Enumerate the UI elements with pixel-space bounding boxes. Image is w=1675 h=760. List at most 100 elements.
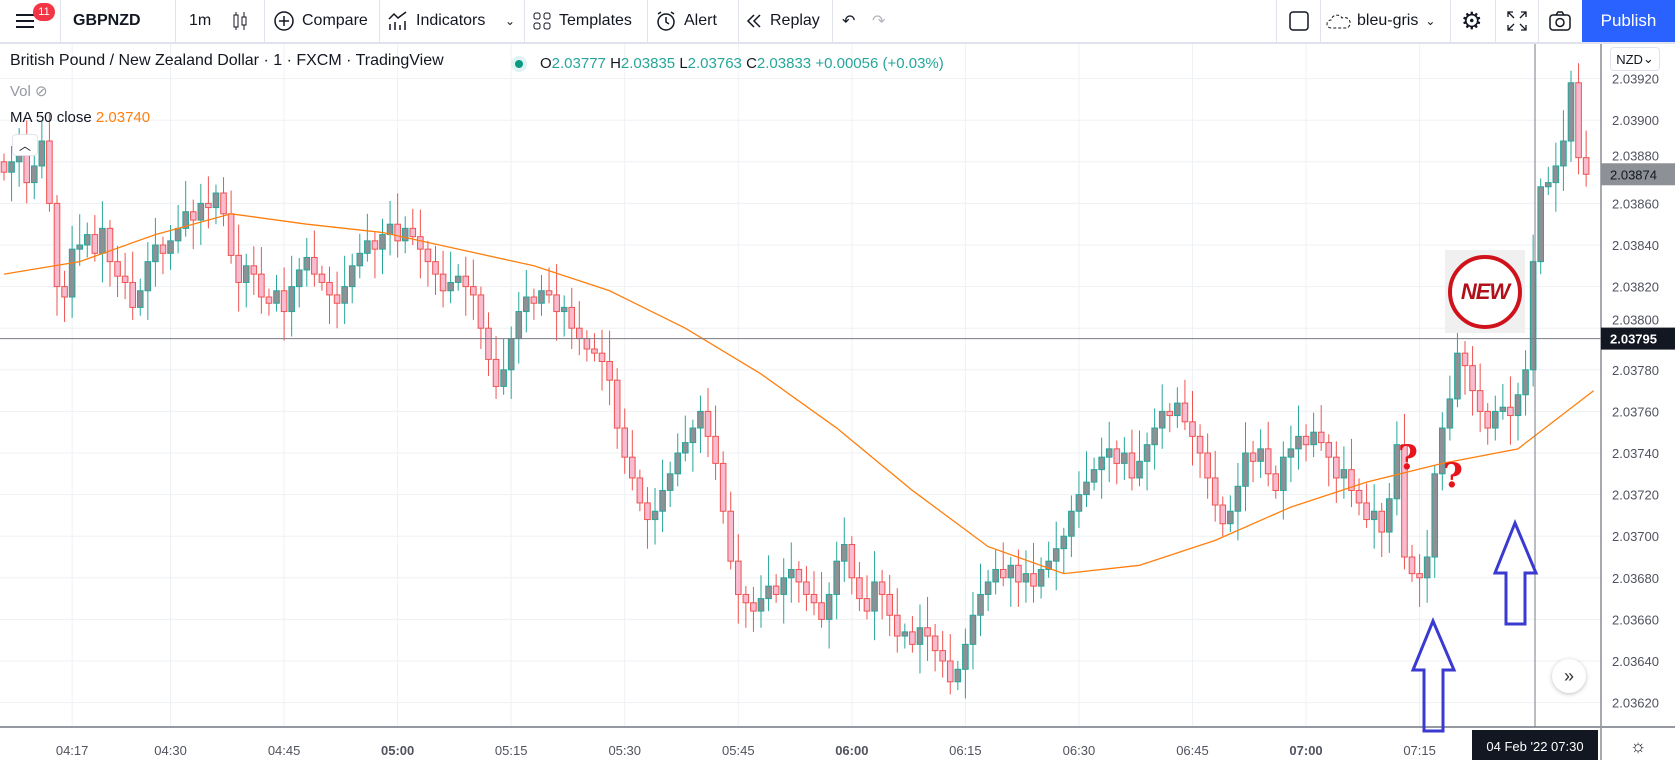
candle-body [1552,165,1560,184]
plus-circle-icon [274,11,294,31]
fullscreen-button[interactable] [1506,0,1528,42]
candle-body [114,261,121,277]
candle-body [1446,398,1454,429]
candle-body [598,352,606,362]
candle-body [1037,568,1045,587]
double-chevron-right-icon: » [1563,665,1574,686]
candle-body [1431,473,1439,558]
candle-body [144,261,152,292]
candle-body [795,568,803,583]
candle-body [818,602,825,620]
templates-button[interactable]: Templates [532,0,632,42]
candle-body [356,252,364,267]
candle-body [1022,573,1030,583]
candle-body [924,627,931,637]
alert-button[interactable]: Alert [655,0,717,42]
candle-body [424,248,432,263]
current-price-text: 2.03874 [1610,167,1657,182]
price-chart[interactable]: 2.03620 2.03640 2.03660 2.03680 2.03700 2.037… [0,44,1675,760]
candle-body [780,577,788,595]
candle-body [371,240,379,250]
price-tick-label: 2.03860 [1612,196,1659,211]
scroll-to-realtime-button[interactable]: » [1552,659,1586,693]
price-tick-label: 2.03620 [1612,696,1659,711]
candle-body [235,254,242,283]
candle-body [659,489,666,512]
settings-button[interactable]: ⚙ [1461,0,1483,42]
candle-body [0,161,8,173]
candle-body [1355,489,1363,504]
time-axis-settings-icon[interactable]: ☼ [1630,736,1647,756]
collapse-legend-button[interactable]: ︿ [12,134,38,156]
publish-button[interactable]: Publish [1582,0,1675,42]
chevron-down-icon: ⌄ [505,14,516,28]
candle-body [1257,448,1264,462]
candle-body [212,192,220,209]
currency-selector[interactable]: NZD ⌄ [1610,47,1660,71]
candle-body [999,568,1007,579]
candle-body [689,427,697,444]
candle-body [1325,442,1333,458]
layout-button[interactable] [1288,0,1310,42]
candle-body [159,244,167,254]
symbol-search-button[interactable]: GBPNZD [73,12,141,29]
candle-body [704,410,712,437]
indicators-dropdown[interactable]: ⌄ [505,0,515,42]
candle-body [1007,564,1015,579]
redo-button[interactable]: ↷ [872,0,885,42]
candle-body [333,294,341,304]
ma-legend[interactable]: MA 50 close 2.03740 [10,109,151,126]
fullscreen-icon [1507,11,1527,31]
candle-body [106,227,114,263]
candle-body [765,585,772,600]
candle-body [583,338,591,350]
market-status-indicator[interactable] [511,56,527,72]
candle-body [386,223,394,236]
compare-button[interactable]: Compare [273,0,368,42]
screenshot-button[interactable] [1548,0,1572,42]
chart-type-button[interactable] [232,0,248,42]
candle-body [1068,510,1075,537]
candle-body [946,660,954,683]
candle-body [1158,410,1166,429]
candle-body [1522,369,1529,396]
layout-name-button[interactable]: bleu-gris ⌄ [1326,0,1435,42]
volume-legend[interactable]: Vol ⊘ [10,83,48,100]
candle-body [462,275,470,288]
time-tick-label: 04:30 [154,743,187,758]
candle-body [992,568,999,583]
candle-body [886,593,893,616]
crosshair-time-label [1472,730,1598,760]
candle-body [1386,498,1393,533]
candle-body [99,227,106,254]
candle-body [1302,435,1310,446]
indicators-button[interactable]: Indicators [387,0,485,42]
candle-body [439,273,447,292]
time-tick-label: 06:00 [835,743,868,758]
candle-body [1507,406,1514,417]
candle-body [1393,444,1401,500]
candle-body [303,256,311,271]
candle-body [1264,448,1272,475]
eye-hidden-icon[interactable]: ⊘ [35,83,48,100]
candle-body [863,598,871,612]
candle-body [1423,556,1431,579]
current-price-label [1601,163,1675,186]
candle-body [1143,444,1151,462]
square-icon [1289,11,1309,31]
interval-button[interactable]: 1m [189,12,212,29]
up-arrow-annotation [1410,617,1457,733]
undo-button[interactable]: ↶ [842,0,855,42]
menu-button[interactable] [14,0,36,42]
price-tick-label: 2.03760 [1612,404,1659,419]
candle-body [1544,182,1552,188]
chevron-down-icon: ⌄ [1425,14,1436,28]
candle-body [417,236,424,250]
replay-button[interactable]: Replay [745,0,820,42]
candle-body [1181,402,1189,423]
candle-body [954,668,962,683]
candle-body [568,306,576,329]
candle-body [1121,452,1128,464]
candle-body [606,360,613,381]
candle-body [909,631,916,645]
